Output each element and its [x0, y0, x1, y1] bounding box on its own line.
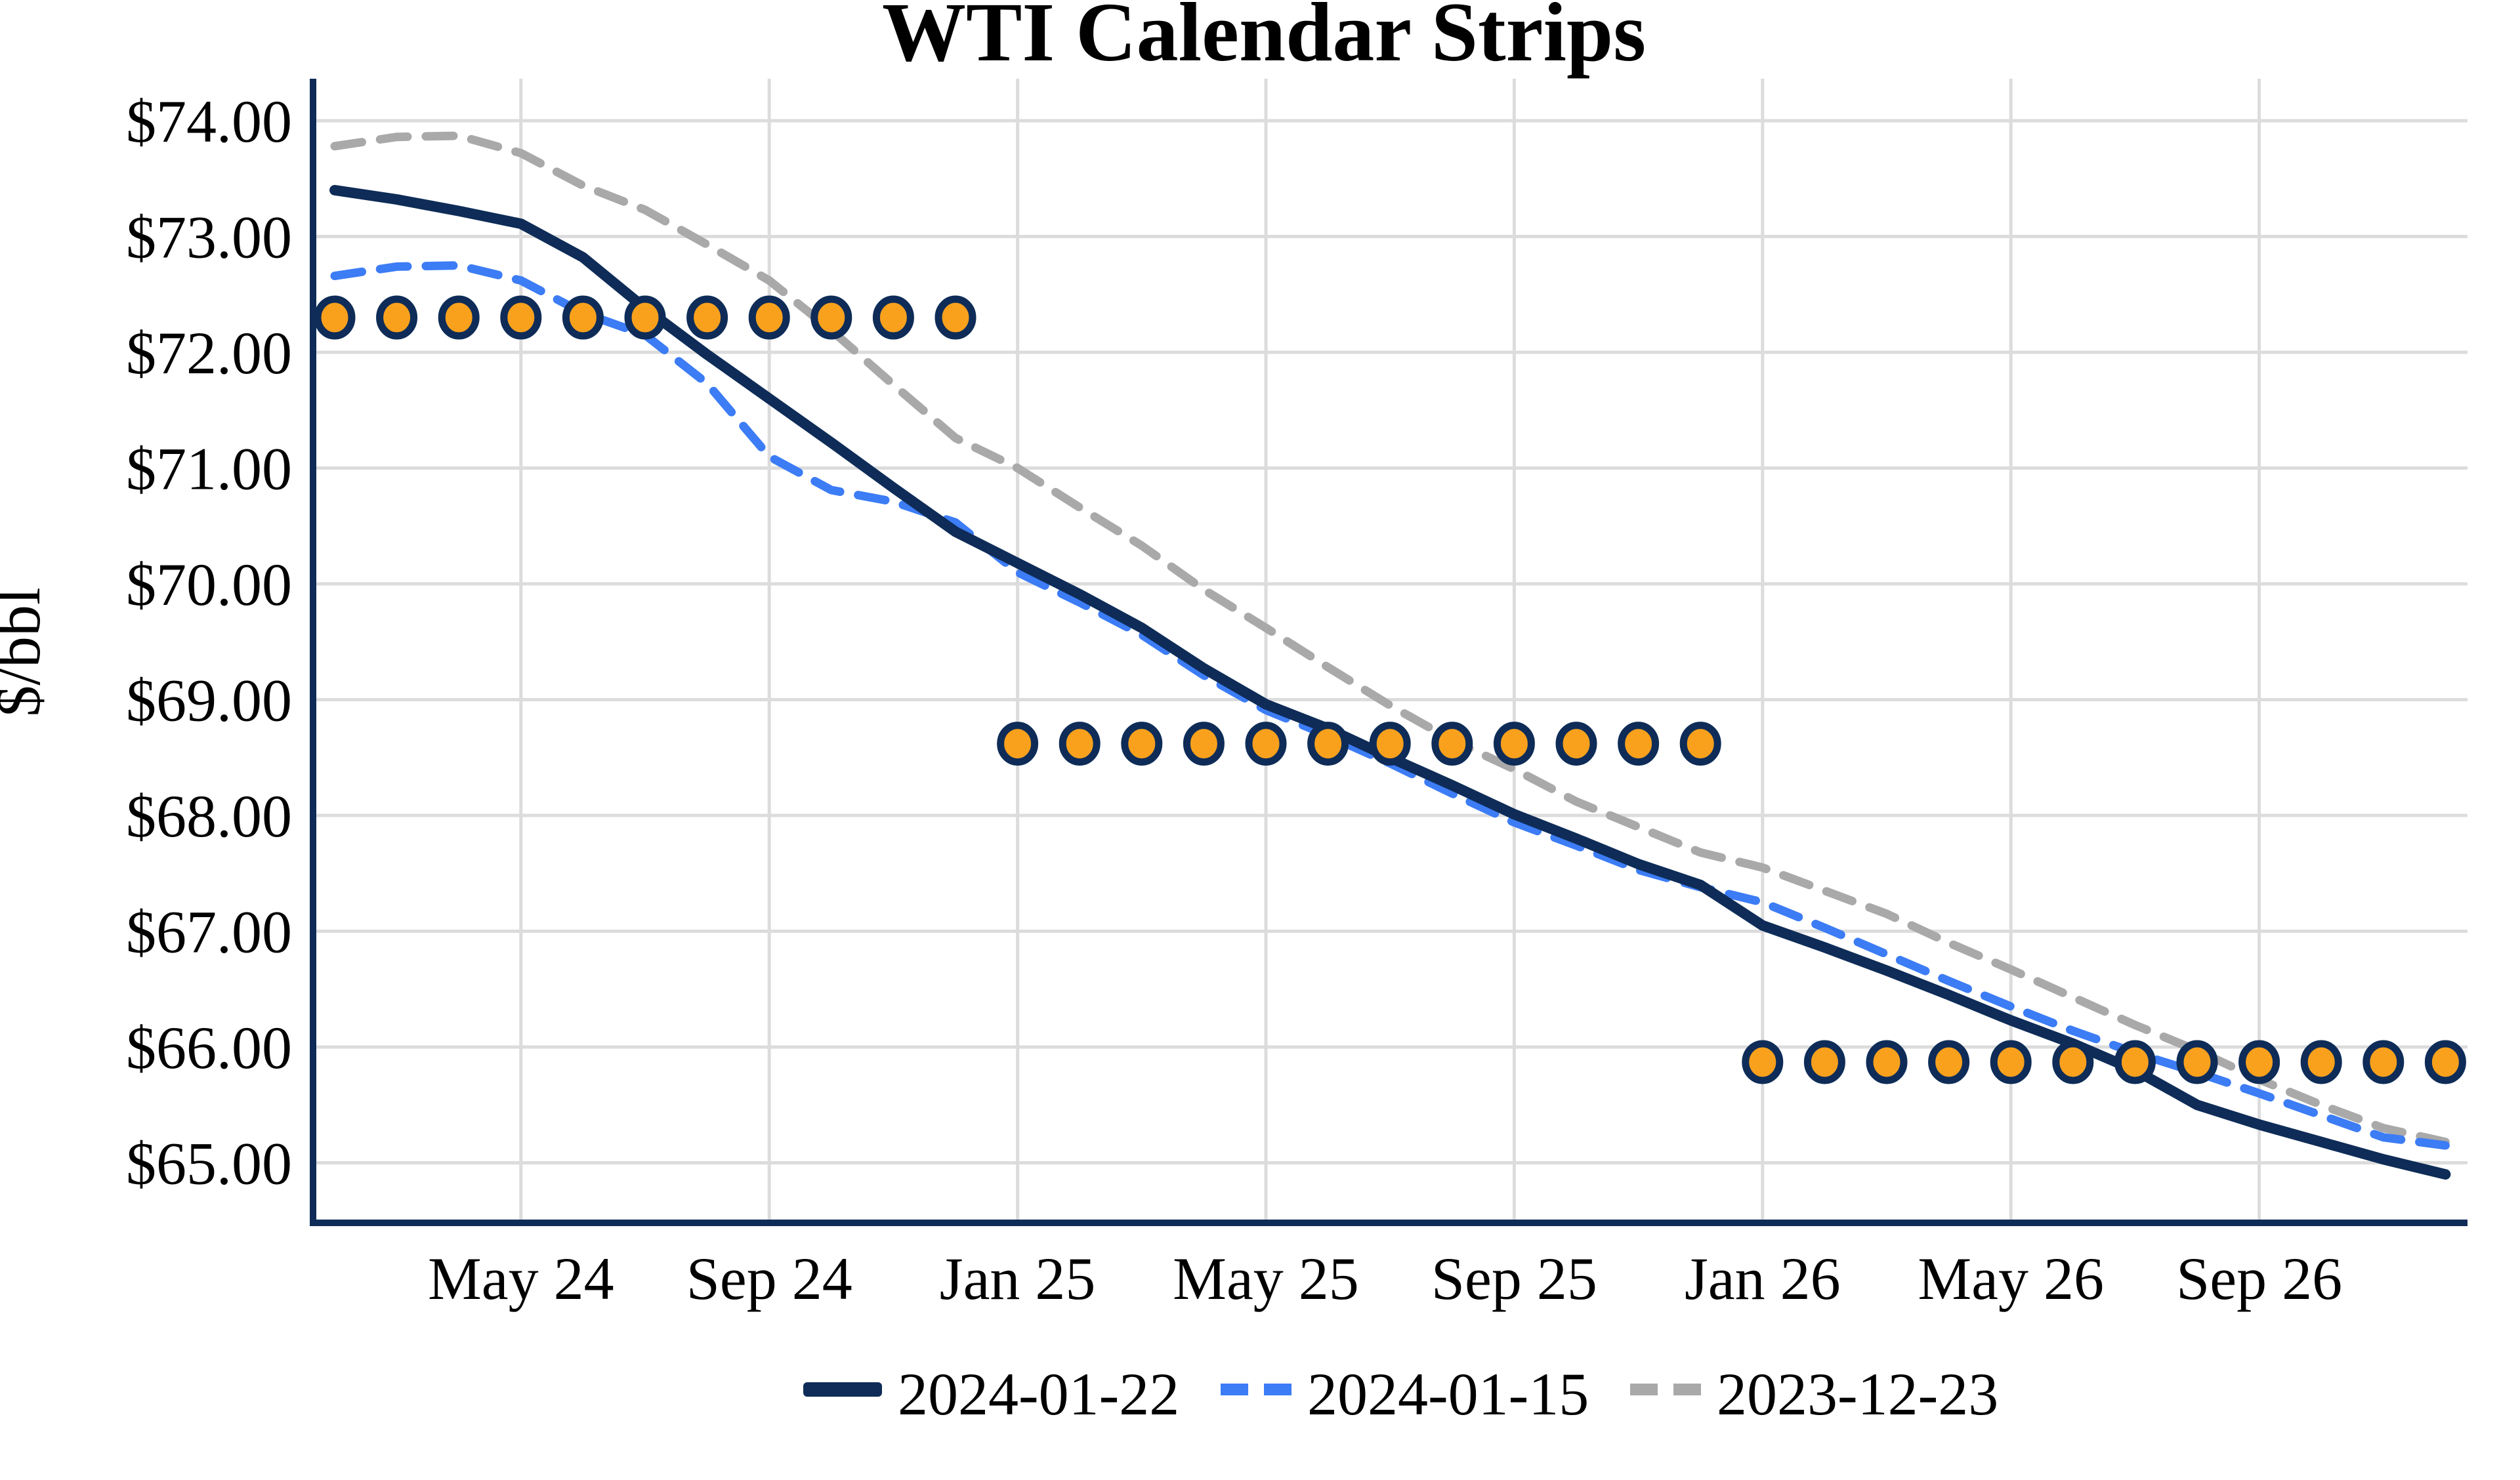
plot-axes [310, 79, 2468, 1226]
strip-marker [500, 295, 542, 340]
legend-label: 2024-01-15 [1307, 1361, 1589, 1428]
y-tick-label: $68.00 [126, 783, 292, 850]
legend-swatch-dash [1264, 1384, 1292, 1395]
strip-marker [1431, 722, 1473, 766]
strip-marker [2238, 1040, 2280, 1084]
strip-marker [1618, 722, 1660, 766]
y-gridlines [313, 119, 2468, 1164]
legend-swatch-dash [1630, 1384, 1658, 1395]
strip-marker [624, 295, 666, 340]
strip-marker [2176, 1040, 2218, 1084]
strip-marker [872, 295, 914, 340]
y-tick-label: $74.00 [126, 88, 292, 155]
y-tick-label: $70.00 [126, 551, 292, 618]
strip-marker [1183, 722, 1225, 766]
strip-marker [1245, 722, 1287, 766]
legend: 2024-01-22 2024-01-15 2023-12-23 [803, 1361, 1998, 1428]
series-lines [329, 131, 2451, 1180]
strip-marker [686, 295, 728, 340]
x-tick-label: Jan 26 [1685, 1245, 1841, 1312]
strip-marker [1679, 722, 1721, 766]
strip-marker [1803, 1040, 1845, 1084]
y-tick-label: $66.00 [126, 1014, 292, 1081]
y-axis-labels: $74.00 $73.00 $72.00 $71.00 $70.00 $69.00 $68.… [126, 88, 292, 1197]
strip-marker [376, 295, 418, 340]
x-gridlines [519, 79, 2261, 1223]
strip-marker [810, 295, 852, 340]
calendar-strip-markers [314, 295, 2466, 1084]
strip-marker [1742, 1040, 1784, 1084]
legend-item-2023-12-23[interactable]: 2023-12-23 [1630, 1361, 1998, 1428]
strip-marker [2362, 1040, 2404, 1084]
strip-marker [1369, 722, 1411, 766]
x-tick-label: May 25 [1173, 1245, 1359, 1312]
legend-item-2024-01-15[interactable]: 2024-01-15 [1221, 1361, 1589, 1428]
y-tick-label: $73.00 [126, 204, 292, 271]
y-axis-title: $/bbl [0, 587, 53, 716]
x-tick-label: Sep 24 [686, 1245, 852, 1312]
strip-marker [2300, 1040, 2342, 1084]
strip-marker [748, 295, 790, 340]
strip-marker [1121, 722, 1163, 766]
x-tick-label: May 24 [428, 1245, 614, 1312]
x-axis-labels: May 24 Sep 24 Jan 25 May 25 Sep 25 Jan 26 May … [428, 1245, 2342, 1312]
x-tick-label: May 26 [1918, 1245, 2104, 1312]
legend-label: 2024-01-22 [898, 1361, 1179, 1428]
strip-marker [438, 295, 480, 340]
legend-item-2024-01-22[interactable]: 2024-01-22 [803, 1361, 1179, 1428]
strip-marker [934, 295, 976, 340]
strip-marker [562, 295, 604, 340]
y-tick-label: $71.00 [126, 436, 292, 503]
strip-marker [314, 295, 356, 340]
strip-marker [1866, 1040, 1908, 1084]
legend-swatch-dash [1221, 1384, 1248, 1395]
x-tick-label: Sep 26 [2176, 1245, 2342, 1312]
legend-label: 2023-12-23 [1717, 1361, 1998, 1428]
strip-marker [1555, 722, 1597, 766]
y-tick-label: $69.00 [126, 667, 292, 734]
strip-marker [2052, 1040, 2094, 1084]
strip-marker [1307, 722, 1349, 766]
x-tick-label: Sep 25 [1431, 1245, 1597, 1312]
y-tick-label: $72.00 [126, 319, 292, 386]
legend-swatch-dash [1673, 1384, 1701, 1395]
strip-marker [2114, 1040, 2156, 1084]
strip-marker [1990, 1040, 2032, 1084]
chart-title: WTI Calendar Strips [882, 0, 1646, 79]
strip-marker [1493, 722, 1535, 766]
strip-marker [997, 722, 1039, 766]
strip-marker [1928, 1040, 1970, 1084]
series-line-2023-12-23 [330, 131, 2450, 1147]
y-tick-label: $65.00 [126, 1130, 292, 1197]
strip-marker [1059, 722, 1101, 766]
x-tick-label: Jan 25 [940, 1245, 1096, 1312]
y-tick-label: $67.00 [126, 899, 292, 966]
legend-swatch-solid-line [803, 1382, 882, 1397]
strip-marker [2424, 1040, 2466, 1084]
